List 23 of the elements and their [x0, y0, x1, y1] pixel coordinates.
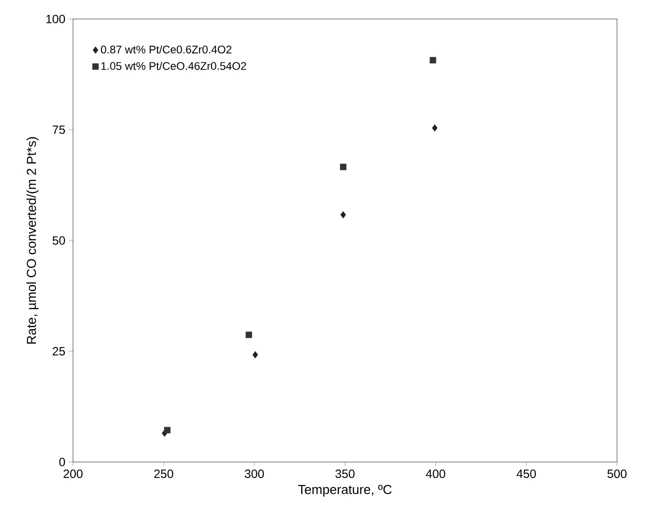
y-axis-title: Rate, µmol CO converted/(m 2 Pt*s)	[26, 137, 39, 344]
x-tick-label: 300	[244, 470, 264, 478]
x-tick-label: 200	[64, 470, 83, 478]
x-tick-label: 400	[426, 470, 446, 478]
legend-label: 1.05 wt% Pt/CeO.46Zr0.54O2	[101, 62, 246, 70]
x-tick-label: 350	[335, 470, 355, 478]
point	[340, 211, 346, 218]
y-tick-label: 25	[52, 347, 65, 356]
y-tick-label: 50	[52, 236, 65, 245]
point	[430, 56, 436, 64]
point	[164, 426, 170, 434]
x-tick-label: 450	[516, 470, 536, 478]
point	[432, 124, 438, 132]
y-tick-label: 0	[59, 458, 66, 466]
point	[246, 332, 252, 338]
x-tick-label: 500	[607, 470, 627, 478]
y-tick-label: 75	[52, 126, 65, 134]
legend-label: 0.87 wt% Pt/Ce0.6Zr0.4O2	[100, 45, 232, 54]
y-tick-label: 100	[46, 14, 65, 24]
x-tick-label: 250	[154, 470, 174, 478]
point	[252, 351, 258, 358]
x-axis-title: Temperature, ºC	[298, 484, 392, 497]
point	[340, 164, 346, 170]
